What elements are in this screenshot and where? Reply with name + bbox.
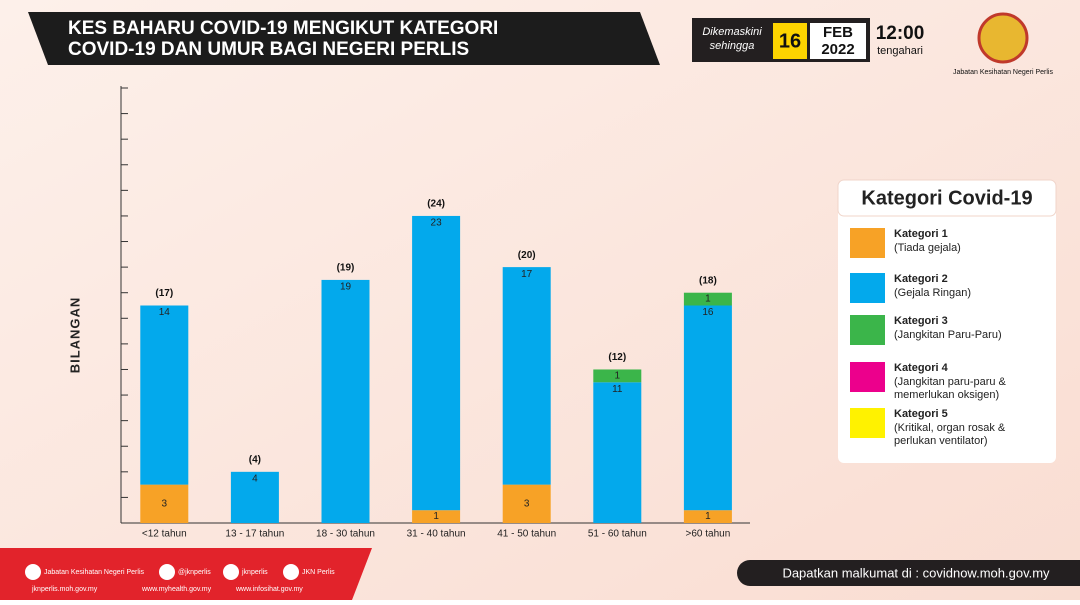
legend-description: memerlukan oksigen) xyxy=(894,389,999,401)
legend-title: Kategori Covid-19 xyxy=(861,187,1032,209)
segment-label: 3 xyxy=(162,498,168,509)
total-label: (17) xyxy=(155,288,173,299)
legend-swatch xyxy=(850,315,885,345)
info-bar xyxy=(737,560,1080,586)
total-label: (19) xyxy=(337,263,355,274)
social-handle: Jabatan Kesihatan Negeri Perlis xyxy=(44,569,145,576)
segment-label: 14 xyxy=(159,307,171,318)
title-line: KES BAHARU COVID-19 MENGIKUT KATEGORI xyxy=(68,18,498,39)
legend-name: Kategori 2 xyxy=(894,273,948,285)
segment-label: 1 xyxy=(615,371,621,382)
legend-description: (Tiada gejala) xyxy=(894,242,961,254)
segment-label: 1 xyxy=(705,511,711,522)
social-icon xyxy=(25,564,41,580)
title-line: COVID-19 DAN UMUR BAGI NEGERI PERLIS xyxy=(68,39,469,60)
time: 12:00 xyxy=(876,23,925,44)
total-label: (18) xyxy=(699,275,717,286)
total-label: (4) xyxy=(249,454,261,465)
calendar xyxy=(773,23,807,59)
date-day: 16 xyxy=(779,30,801,52)
total-label: (24) xyxy=(427,199,445,210)
segment-label: 19 xyxy=(340,282,352,293)
social-icon xyxy=(223,564,239,580)
date-year: 2022 xyxy=(821,41,854,58)
logo xyxy=(977,12,1029,64)
updated-label: sehingga xyxy=(710,40,755,52)
segment-label: 4 xyxy=(252,473,258,484)
legend-description: (Kritikal, organ rosak & xyxy=(894,422,1006,434)
bar-segment xyxy=(412,215,461,511)
total-label: (12) xyxy=(608,352,626,363)
bar-segment xyxy=(593,369,642,383)
legend-description: (Jangkitan Paru-Paru) xyxy=(894,329,1002,341)
month-box xyxy=(810,23,866,59)
x-tick-label: 18 - 30 tahun xyxy=(316,529,375,540)
x-tick-label: >60 tahun xyxy=(686,529,731,540)
time-note: tengahari xyxy=(877,45,923,57)
social-handle: JKN Perlis xyxy=(302,569,335,576)
bar-segment xyxy=(502,484,551,523)
legend-description: (Gejala Ringan) xyxy=(894,287,971,299)
segment-label: 23 xyxy=(431,218,443,229)
bar-segment xyxy=(140,484,189,523)
x-tick-label: 13 - 17 tahun xyxy=(225,529,284,540)
bar-segment xyxy=(412,510,461,523)
bar-segment xyxy=(230,471,279,523)
total-label: (20) xyxy=(518,250,536,261)
legend-description: perlukan ventilator) xyxy=(894,435,988,447)
bar-segment xyxy=(683,292,732,306)
segment-label: 11 xyxy=(612,384,623,395)
website: www.myhealth.gov.my xyxy=(141,586,212,593)
legend-swatch xyxy=(850,408,885,438)
segment-label: 3 xyxy=(524,498,530,509)
bar-segment xyxy=(502,267,551,485)
x-tick-label: 41 - 50 tahun xyxy=(497,529,556,540)
legend-swatch xyxy=(850,228,885,258)
social-handle: @jknperlis xyxy=(178,569,211,576)
bar-segment xyxy=(321,279,370,523)
website: jknperlis.moh.gov.my xyxy=(31,586,98,593)
x-tick-label: <12 tahun xyxy=(142,529,187,540)
date-month: FEB xyxy=(823,24,853,41)
website: www.infosihat.gov.my xyxy=(235,586,303,593)
legend-swatch xyxy=(850,362,885,392)
bar-segment xyxy=(593,382,642,523)
footer-banner xyxy=(0,548,372,600)
segment-label: 1 xyxy=(433,511,439,522)
title-banner xyxy=(28,12,660,65)
social-icon xyxy=(159,564,175,580)
info-text: Dapatkan malkumat di : covidnow.moh.gov.… xyxy=(782,565,1050,580)
legend-name: Kategori 4 xyxy=(894,362,949,374)
legend-name: Kategori 5 xyxy=(894,408,948,420)
segment-label: 1 xyxy=(705,294,711,305)
legend-title-box xyxy=(837,179,1057,217)
segment-label: 16 xyxy=(702,307,714,318)
legend-box xyxy=(838,180,1056,463)
y-axis-label: BILANGAN xyxy=(67,297,82,374)
segment-label: 17 xyxy=(521,269,533,280)
legend-name: Kategori 1 xyxy=(894,228,948,240)
social-handle: jknperlis xyxy=(241,569,268,576)
updated-label: Dikemaskini xyxy=(702,26,762,38)
legend-description: (Jangkitan paru-paru & xyxy=(894,376,1007,388)
social-icon xyxy=(283,564,299,580)
bar-segment xyxy=(683,510,732,523)
x-tick-label: 51 - 60 tahun xyxy=(588,529,647,540)
agency-name: Jabatan Kesihatan Negeri Perlis xyxy=(953,69,1054,76)
bar-segment xyxy=(683,305,732,511)
x-tick-label: 31 - 40 tahun xyxy=(407,529,466,540)
legend-swatch xyxy=(850,273,885,303)
legend-name: Kategori 3 xyxy=(894,315,948,327)
bar-segment xyxy=(140,305,189,485)
